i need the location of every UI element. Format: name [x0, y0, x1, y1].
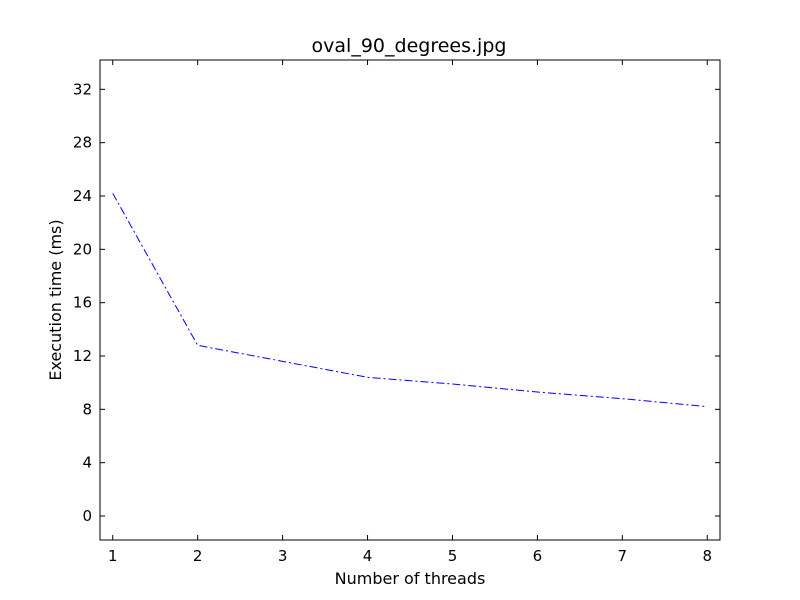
data-point — [366, 376, 368, 378]
y-tick-label: 12 — [73, 347, 92, 365]
x-tick-label: 5 — [448, 547, 458, 565]
plot-frame — [99, 59, 721, 541]
x-tick-label: 8 — [702, 547, 712, 565]
y-tick-label: 24 — [73, 187, 92, 205]
y-tick-label: 32 — [73, 80, 92, 98]
data-point — [196, 344, 198, 346]
data-point — [281, 360, 283, 362]
y-axis-ticks: 0 4 8 12 16 20 24 28 32 — [73, 80, 720, 525]
series-layer — [112, 192, 708, 408]
y-tick-label: 28 — [73, 134, 92, 152]
y-tick-label: 8 — [82, 400, 92, 418]
x-tick-label: 7 — [618, 547, 628, 565]
x-tick-label: 1 — [108, 547, 118, 565]
data-point — [112, 192, 114, 194]
data-point — [621, 397, 623, 399]
x-tick-label: 6 — [533, 547, 543, 565]
y-tick-label: 20 — [73, 240, 92, 258]
chart-title: oval_90_degrees.jpg — [312, 35, 507, 57]
x-axis-label: Number of threads — [335, 569, 486, 588]
data-point — [536, 391, 538, 393]
x-tick-label: 2 — [193, 547, 203, 565]
x-tick-label: 3 — [278, 547, 288, 565]
data-point — [706, 405, 708, 407]
y-tick-label: 4 — [82, 454, 92, 472]
y-tick-label: 16 — [73, 294, 92, 312]
series-line — [112, 193, 708, 408]
data-point — [451, 383, 453, 385]
x-axis-ticks: 1 2 3 4 5 6 7 8 — [108, 60, 712, 565]
x-tick-label: 4 — [363, 547, 373, 565]
y-axis-label: Execution time (ms) — [46, 219, 65, 380]
y-tick-label: 0 — [82, 507, 92, 525]
